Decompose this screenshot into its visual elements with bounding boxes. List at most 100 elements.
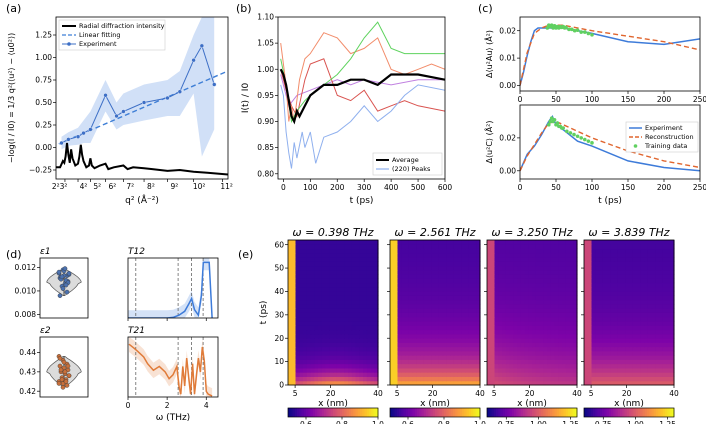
heatmap-cell	[295, 355, 300, 360]
heatmap-cell	[617, 346, 623, 352]
heatmap-cell	[450, 291, 455, 296]
heatmap-cell	[595, 295, 600, 301]
heatmap-cell	[303, 299, 308, 305]
heatmap-cell	[629, 240, 634, 245]
heatmap-cell	[550, 274, 556, 279]
heatmap-cell	[505, 338, 511, 343]
heatmap-cell	[401, 333, 406, 339]
panel-b-legend-entry: Average	[392, 156, 419, 164]
heatmap-cell	[602, 261, 608, 267]
heatmap-cell	[344, 295, 349, 301]
heatmap-cell	[412, 321, 417, 326]
heatmap-cell	[509, 244, 514, 250]
heatmap-cell	[318, 333, 323, 339]
heatmap-cell	[336, 274, 342, 279]
heatmap-cell	[558, 257, 563, 262]
heatmap-cell	[329, 252, 334, 258]
heatmap-cell	[366, 308, 372, 313]
heatmap-cell	[329, 346, 334, 352]
heatmap-cell	[528, 269, 533, 275]
heatmap-cell	[333, 252, 338, 258]
heatmap-cell	[535, 355, 541, 360]
heatmap-cell	[435, 291, 440, 296]
heatmap-cell	[333, 282, 338, 288]
heatmap-cell	[374, 350, 379, 356]
heatmap-cell	[423, 355, 429, 360]
heatmap-cell	[318, 376, 323, 382]
heatmap-cell	[599, 355, 604, 360]
colorbar-segment	[294, 408, 298, 417]
heatmap-cell	[468, 299, 474, 305]
heatmap-cell	[606, 286, 611, 292]
heatmap-cell	[505, 265, 511, 271]
heatmap-cell	[632, 346, 638, 352]
heatmap-cell	[476, 248, 481, 254]
heatmap-cell	[348, 261, 353, 267]
heatmap-cell	[355, 359, 360, 365]
heatmap-cell	[591, 367, 596, 373]
heatmap-cell	[465, 282, 470, 288]
heatmap-cell	[625, 338, 630, 343]
heatmap-cell	[554, 350, 559, 356]
transmission-T12-line	[128, 261, 213, 318]
heatmap-cell	[457, 372, 462, 377]
heatmap-cell	[348, 252, 353, 258]
heatmap-cell	[295, 240, 300, 245]
heatmap-cell	[408, 338, 414, 343]
heatmap-cell	[450, 325, 455, 331]
heatmap-cell	[524, 274, 529, 279]
heatmap-cell	[670, 274, 675, 279]
heatmap-cell	[640, 274, 645, 279]
heatmap-cell	[438, 350, 444, 356]
heatmap-cell	[517, 312, 522, 318]
heatmap-cell	[621, 342, 626, 348]
heatmap-cell	[505, 329, 511, 335]
heatmap-cell	[363, 265, 368, 271]
heatmap-cell	[465, 376, 470, 382]
heatmap-cell	[539, 295, 544, 301]
heatmap-cell	[374, 274, 379, 279]
heatmap-cell	[554, 355, 559, 360]
heatmap-cell	[614, 269, 619, 275]
heatmap-cell	[321, 248, 327, 254]
heatmap-cell	[359, 367, 364, 373]
heatmap-cell	[595, 333, 600, 339]
heatmap-cell	[336, 359, 342, 365]
heatmap-cell	[348, 363, 353, 369]
heatmap-cell	[513, 295, 518, 301]
heatmap-cell	[370, 325, 375, 331]
heatmap-cell	[442, 248, 447, 254]
heatmap-cell	[520, 269, 526, 275]
heatmap-cell	[397, 278, 402, 284]
heatmap-cell	[344, 329, 349, 335]
heatmap-cell	[476, 329, 481, 335]
heatmap-cell	[617, 359, 623, 365]
heatmap-cell	[595, 282, 600, 288]
heatmap-cell	[587, 291, 593, 296]
heatmap-cell	[632, 299, 638, 305]
heatmap-cell	[617, 363, 623, 369]
heatmap-cell	[502, 363, 507, 369]
heatmap-cell	[573, 295, 578, 301]
heatmap-cell	[490, 350, 496, 356]
heatmap-cell	[442, 286, 447, 292]
heatmap-cell	[606, 248, 611, 254]
heatmap-cell	[584, 380, 589, 386]
heatmap-cell	[321, 299, 327, 305]
heatmap-cell	[659, 265, 664, 271]
heatmap-cell	[476, 308, 481, 313]
heatmap-cell	[587, 329, 593, 335]
colorbar-segment	[604, 408, 607, 417]
heatmap-cell	[321, 316, 327, 322]
heatmap-cell	[318, 363, 323, 369]
heatmap-cell	[472, 350, 477, 356]
heatmap-cell	[374, 359, 379, 365]
heatmap-cell	[325, 295, 330, 301]
heatmap-cell	[617, 304, 623, 309]
heatmap-cell	[569, 376, 574, 382]
violin-sample-point	[66, 270, 72, 276]
heatmap-cell	[662, 282, 668, 288]
heatmap-cell	[295, 372, 300, 377]
heatmap-cell	[329, 304, 334, 309]
heatmap-cell	[520, 376, 526, 382]
